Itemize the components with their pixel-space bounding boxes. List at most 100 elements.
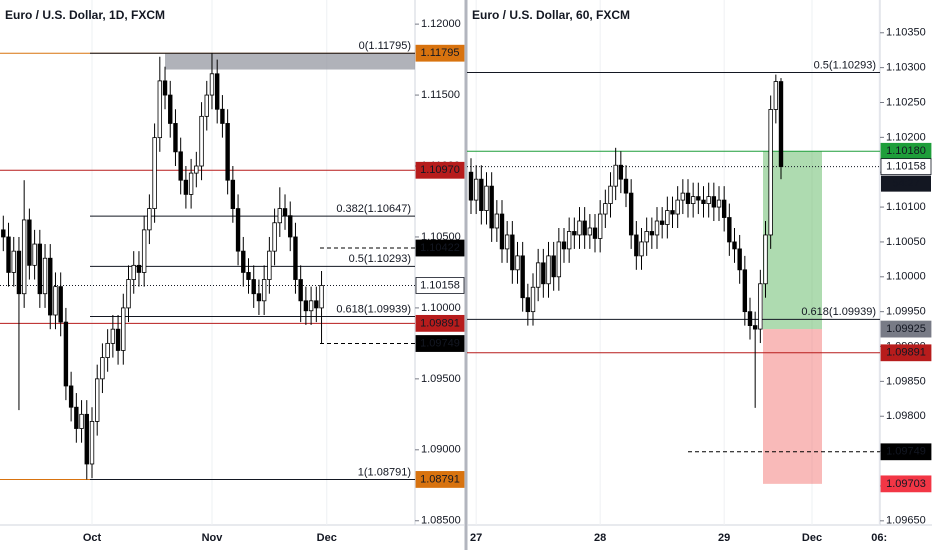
candle-body	[95, 378, 100, 422]
price-badge	[880, 320, 932, 338]
candle-body	[225, 123, 230, 181]
candle-body	[100, 357, 105, 380]
candle-body	[577, 220, 582, 236]
y-tick-label: 1.09950	[886, 306, 926, 318]
price-badge-label: 1.09749	[886, 446, 926, 458]
candle-body	[670, 210, 675, 215]
price-badge-label: 1.09891	[886, 347, 926, 359]
candle-body	[314, 300, 319, 309]
candle-body	[484, 185, 489, 211]
candle-body	[230, 179, 236, 209]
candle-body	[27, 219, 32, 266]
candle-body	[58, 286, 63, 323]
candle-body	[147, 208, 152, 231]
candle-body	[74, 406, 79, 429]
candle-body	[298, 279, 303, 302]
fib-label: 0.5(1.10293)	[349, 253, 411, 265]
candle-body	[716, 199, 722, 208]
candle-body	[141, 229, 147, 273]
y-tick-label: 1.09850	[886, 375, 926, 387]
price-badge	[415, 314, 465, 332]
candle-body	[515, 255, 520, 271]
candle-body	[649, 231, 655, 236]
candle-body	[659, 220, 665, 225]
candle-body	[84, 413, 89, 465]
candle-body	[21, 219, 27, 295]
price-badge-label: 1.10180	[886, 145, 926, 157]
candle-body	[468, 171, 474, 201]
y-tick-label: 1.10050	[886, 236, 926, 248]
candle-body	[152, 137, 157, 209]
candle-body	[494, 213, 500, 229]
candle-body	[204, 94, 209, 117]
candle-body	[162, 80, 168, 96]
candle-body	[183, 179, 189, 195]
candle-body	[173, 123, 178, 153]
candle-body	[303, 300, 309, 312]
candle-body	[711, 196, 717, 208]
candle-body	[758, 283, 763, 330]
resistance-zone	[165, 53, 415, 70]
candle-body	[168, 94, 173, 124]
candle-body	[556, 241, 562, 278]
candle-body	[628, 192, 634, 236]
price-badge-label: 1.10158	[420, 279, 460, 291]
candle-body	[696, 196, 701, 201]
candle-body	[541, 262, 546, 285]
y-tick-label: 1.10350	[886, 27, 926, 39]
candle-body	[63, 321, 69, 387]
candle-body	[690, 196, 696, 204]
candle-body	[732, 241, 737, 250]
countdown-badge	[881, 175, 931, 192]
candle-body	[115, 328, 121, 351]
candle-body	[603, 203, 608, 215]
candle-body	[209, 73, 215, 96]
chart-title: Euro / U.S. Dollar, 1D, FXCM	[5, 8, 165, 22]
fib-label: 0.618(1.09939)	[336, 303, 411, 315]
price-badge	[880, 344, 932, 362]
candle-body	[68, 385, 74, 408]
price-badge	[880, 475, 932, 493]
candle-body	[582, 220, 587, 236]
candle-body	[89, 421, 95, 465]
candle-body	[53, 286, 58, 316]
price-badge	[415, 335, 465, 352]
price-badge-label: 1.09891	[420, 317, 460, 329]
price-badge-label: 1.09925	[886, 323, 926, 335]
price-badge-label: 1.10422	[420, 242, 460, 254]
candle-body	[261, 279, 267, 302]
y-tick-label: 1.10300	[886, 62, 926, 74]
x-tick-label: 28	[594, 532, 606, 544]
candle-body	[535, 262, 541, 288]
y-tick-label: 1.09000	[421, 444, 461, 456]
candle-body	[11, 250, 16, 273]
candle-body	[510, 234, 515, 271]
candle-body	[685, 192, 691, 204]
candle-body	[597, 213, 603, 239]
candle-body	[644, 231, 649, 243]
candle-body	[737, 248, 742, 271]
candle-body	[473, 178, 479, 201]
x-tick-label: Oct	[83, 532, 102, 544]
chart-title: Euro / U.S. Dollar, 60, FXCM	[472, 8, 630, 22]
candle-body	[763, 234, 768, 285]
candle-body	[1, 229, 6, 238]
x-tick-label: Dec	[802, 532, 822, 544]
candle-body	[6, 236, 11, 273]
candle-body	[773, 81, 779, 110]
candle-body	[727, 217, 732, 243]
y-tick-label: 1.09650	[886, 515, 926, 527]
candle-body	[246, 272, 251, 280]
y-tick-label: 1.09800	[886, 410, 926, 422]
candle-body	[256, 293, 262, 302]
candle-body	[126, 279, 131, 309]
price-badge-label: 1.09749	[420, 337, 460, 349]
candle-body	[214, 73, 220, 110]
price-badge-label: 1.09703	[886, 478, 926, 490]
candle-body	[525, 297, 531, 313]
candle-body	[136, 264, 142, 273]
price-badge	[415, 277, 465, 294]
fib-label: 0.618(1.09939)	[801, 306, 876, 318]
price-badge-label: 1.10158	[886, 161, 926, 173]
candle-body	[37, 243, 43, 295]
